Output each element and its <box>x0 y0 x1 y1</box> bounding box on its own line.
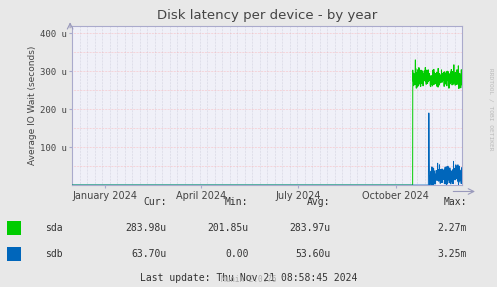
Text: 201.85u: 201.85u <box>207 223 248 233</box>
Text: 3.25m: 3.25m <box>438 249 467 259</box>
Text: 53.60u: 53.60u <box>295 249 331 259</box>
Text: RRDTOOL / TOBI OETIKER: RRDTOOL / TOBI OETIKER <box>489 68 494 150</box>
Text: Munin 2.0.76: Munin 2.0.76 <box>221 275 276 284</box>
Text: Last update: Thu Nov 21 08:58:45 2024: Last update: Thu Nov 21 08:58:45 2024 <box>140 273 357 283</box>
Text: Max:: Max: <box>444 197 467 207</box>
Text: 283.97u: 283.97u <box>289 223 331 233</box>
Text: Cur:: Cur: <box>143 197 166 207</box>
Text: 63.70u: 63.70u <box>131 249 166 259</box>
Y-axis label: Average IO Wait (seconds): Average IO Wait (seconds) <box>28 46 37 165</box>
Text: 0.00: 0.00 <box>225 249 248 259</box>
Text: Min:: Min: <box>225 197 248 207</box>
Text: 283.98u: 283.98u <box>125 223 166 233</box>
Text: sda: sda <box>45 223 62 233</box>
Text: Avg:: Avg: <box>307 197 331 207</box>
Text: 2.27m: 2.27m <box>438 223 467 233</box>
Title: Disk latency per device - by year: Disk latency per device - by year <box>157 9 377 22</box>
Text: sdb: sdb <box>45 249 62 259</box>
